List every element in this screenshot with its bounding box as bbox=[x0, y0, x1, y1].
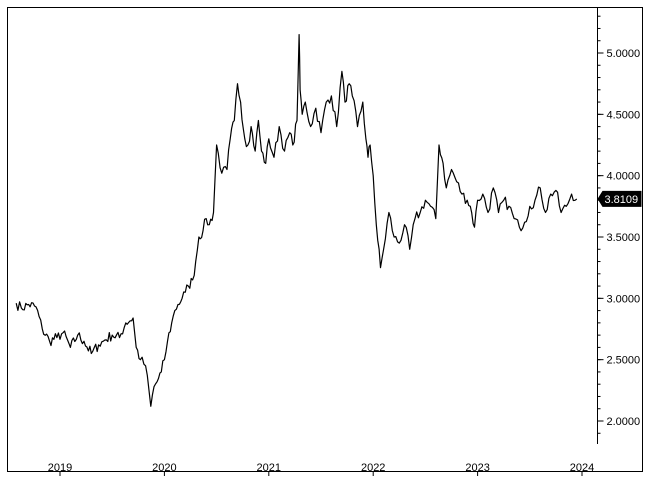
last-value-label: 3.8109 bbox=[605, 194, 639, 206]
last-value-badge bbox=[597, 190, 642, 207]
y-tick-label: 4.0000 bbox=[607, 171, 641, 183]
x-tick-label: 2024 bbox=[570, 462, 594, 474]
x-tick-label: 2020 bbox=[152, 462, 176, 474]
x-axis-ticks: 2019 2020 2021 2022 2023 2024 bbox=[48, 462, 594, 476]
x-tick-label: 2021 bbox=[257, 462, 281, 474]
series-line bbox=[15, 34, 578, 407]
y-tick-label: 2.0000 bbox=[607, 416, 641, 428]
x-tick-label: 2022 bbox=[361, 462, 385, 474]
y-tick-label: 3.5000 bbox=[607, 232, 641, 244]
x-tick-label: 2019 bbox=[48, 462, 72, 474]
y-tick-label: 4.5000 bbox=[607, 109, 641, 121]
y-axis-ticks: 2.0000 2.5000 3.0000 3.5000 4.0000 4.5000 5.00… bbox=[597, 15, 641, 434]
y-tick-label: 2.5000 bbox=[607, 355, 641, 367]
last-value-marker: 3.8109 bbox=[597, 190, 642, 207]
plot-border bbox=[7, 7, 643, 472]
y-tick-label: 3.0000 bbox=[607, 293, 641, 305]
x-tick-label: 2023 bbox=[465, 462, 489, 474]
y-tick-label: 5.0000 bbox=[607, 48, 641, 60]
